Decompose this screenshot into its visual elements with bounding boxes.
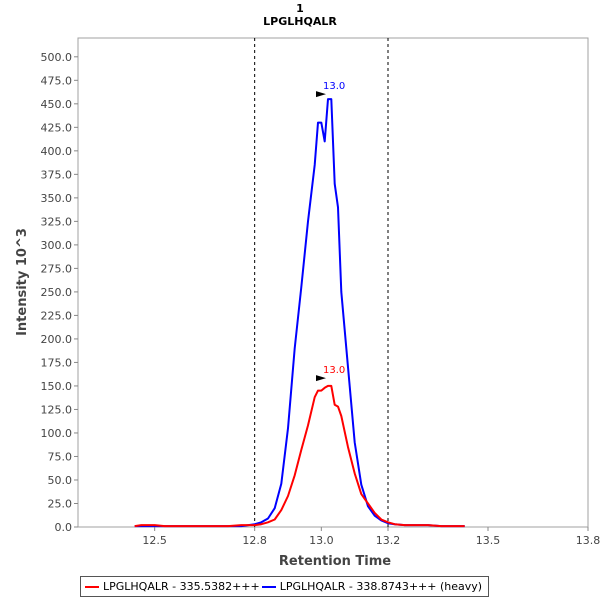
y-tick-label: 425.0 <box>41 121 73 134</box>
x-tick-label: 13.2 <box>376 534 401 547</box>
y-tick-label: 325.0 <box>41 215 73 228</box>
y-tick-label: 125.0 <box>41 403 73 416</box>
y-tick-label: 225.0 <box>41 309 73 322</box>
legend-label-heavy: LPGLHQALR - 338.8743+++ (heavy) <box>279 580 483 593</box>
y-tick-label: 75.0 <box>48 450 73 463</box>
peak-label-light: 13.0 <box>323 365 345 376</box>
y-tick-label: 375.0 <box>41 168 73 181</box>
y-tick-label: 100.0 <box>41 427 73 440</box>
y-tick-label: 275.0 <box>41 262 73 275</box>
peak-label-heavy: 13.0 <box>323 81 345 92</box>
y-tick-label: 400.0 <box>41 145 73 158</box>
y-tick-label: 200.0 <box>41 333 73 346</box>
y-tick-label: 350.0 <box>41 192 73 205</box>
y-tick-label: 150.0 <box>41 380 73 393</box>
y-tick-label: 175.0 <box>41 356 73 369</box>
legend-item-heavy: LPGLHQALR - 338.8743+++ (heavy) <box>261 580 483 593</box>
chart-subtitle: LPGLHQALR <box>263 15 337 28</box>
x-axis-label: Retention Time <box>279 554 391 569</box>
chart-title: 1 <box>296 2 304 15</box>
y-tick-label: 25.0 <box>48 497 73 510</box>
legend-swatch-heavy <box>261 585 276 588</box>
plot-frame <box>77 37 589 528</box>
series-lines <box>134 98 465 528</box>
legend-swatch-light <box>85 585 99 588</box>
x-tick-label: 12.5 <box>142 534 167 547</box>
y-axis: 0.0 25.0 50.0 75.0 100.0 125.0 150.0 175.0 200.0… <box>41 51 78 534</box>
y-tick-label: 300.0 <box>41 239 73 252</box>
x-axis: 12.5 12.8 13.0 13.2 13.5 13.8 <box>142 527 600 547</box>
chart-legend: LPGLHQALR - 335.5382+++ LPGLHQALR - 338.… <box>80 576 490 597</box>
y-tick-label: 0.0 <box>55 521 73 534</box>
x-tick-label: 13.5 <box>476 534 501 547</box>
legend-item-light: LPGLHQALR - 335.5382+++ <box>85 580 260 593</box>
legend-label-light: LPGLHQALR - 335.5382+++ <box>103 580 260 593</box>
y-axis-label: Intensity 10^3 <box>15 228 30 336</box>
y-tick-label: 475.0 <box>41 74 73 87</box>
x-tick-label: 13.0 <box>309 534 334 547</box>
peak-annotations: 13.0 13.0 <box>316 81 345 382</box>
y-tick-label: 450.0 <box>41 98 73 111</box>
peak-arrow-icon <box>316 375 326 382</box>
series-line-light <box>134 384 465 528</box>
y-tick-label: 250.0 <box>41 286 73 299</box>
y-tick-label: 500.0 <box>41 51 73 64</box>
x-tick-label: 13.8 <box>576 534 600 547</box>
peak-arrow-icon <box>316 91 326 98</box>
x-tick-label: 12.8 <box>242 534 267 547</box>
y-tick-label: 50.0 <box>48 474 73 487</box>
